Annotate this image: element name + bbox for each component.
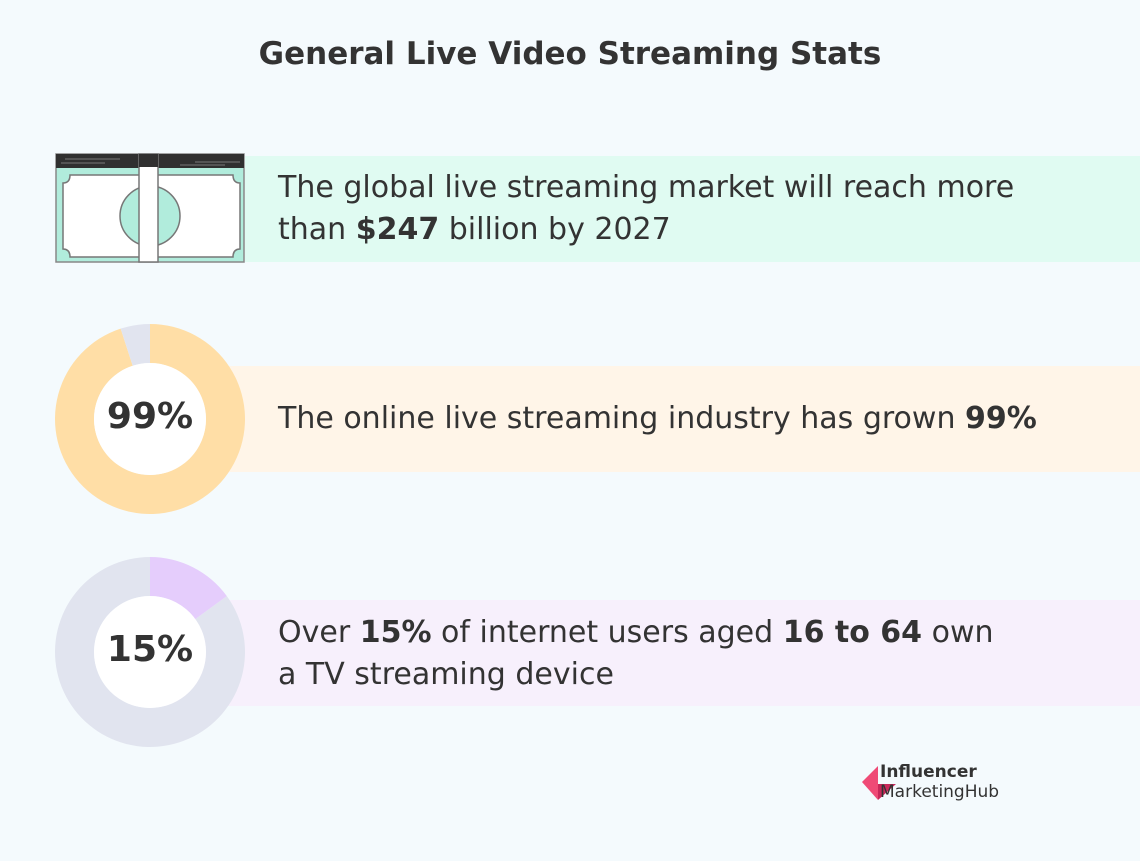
stat-highlight: 15% xyxy=(359,615,432,650)
stat-text-growth: The online live streaming industry has g… xyxy=(278,398,1037,440)
stat-band-devices xyxy=(150,600,1140,706)
donut-hole xyxy=(94,363,206,475)
page-title: General Live Video Streaming Stats xyxy=(258,36,882,72)
stat-highlight: $247 xyxy=(355,212,440,247)
stat-band-growth xyxy=(150,366,1140,472)
stat-highlight: 16 to 64 xyxy=(782,615,923,650)
money-bill-icon xyxy=(55,153,245,263)
stat-text-devices: Over 15% of internet users aged 16 to 64… xyxy=(278,612,994,696)
donut-segment-value xyxy=(150,557,227,620)
stat-text-line: Over xyxy=(278,615,360,650)
donut-label: 15% xyxy=(106,629,194,670)
stat-text-market: The global live streaming market will re… xyxy=(278,167,1014,251)
stat-text-line: billion by 2027 xyxy=(439,212,671,247)
stat-text-line: own xyxy=(922,615,994,650)
stat-highlight: 99% xyxy=(965,401,1037,436)
logo-line1: Influencer xyxy=(880,762,977,782)
stat-text-line: than xyxy=(278,212,356,247)
donut-segment-rest xyxy=(120,324,150,366)
logo-icon xyxy=(862,766,896,800)
stat-text-line: of internet users aged xyxy=(431,615,783,650)
stat-text-line: a TV streaming device xyxy=(278,657,614,692)
logo-line2: MarketingHub xyxy=(880,782,1000,802)
donut-segment-rest xyxy=(55,557,245,747)
donut-hole xyxy=(94,596,206,708)
donut-chart-15 xyxy=(55,557,245,747)
donut-segment-value xyxy=(55,324,245,514)
stat-text-line: The global live streaming market will re… xyxy=(278,170,1015,205)
stat-band-market xyxy=(245,156,1140,262)
donut-chart-99 xyxy=(55,324,245,514)
donut-label: 99% xyxy=(106,396,194,437)
stat-text-line: The online live streaming industry has g… xyxy=(278,401,965,436)
logo: Influencer MarketingHub xyxy=(880,762,999,802)
